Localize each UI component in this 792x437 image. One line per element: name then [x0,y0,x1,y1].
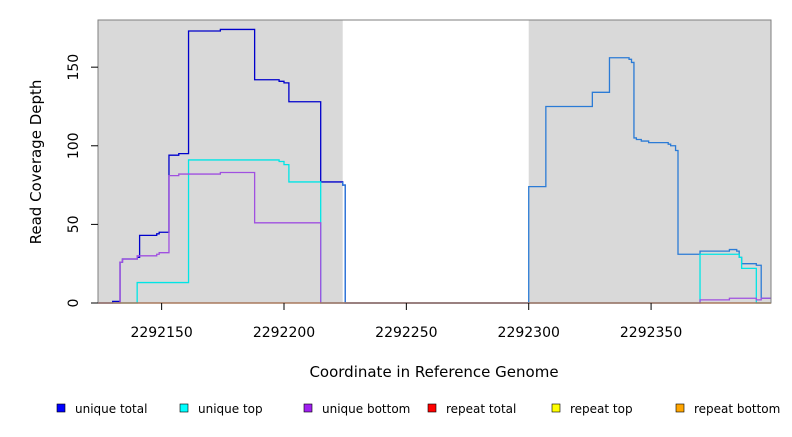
x-tick-label: 2292350 [620,325,682,341]
plot-frame [97,19,772,304]
legend-swatch-repeat-total [427,403,437,413]
legend-label-unique-bottom: unique bottom [322,402,410,416]
legend-swatch-unique-total [56,403,66,413]
legend-label-unique-top: unique top [198,402,263,416]
legend: unique total unique top unique bottom repea… [56,402,780,416]
legend-swatch-repeat-top [551,403,561,413]
series-line-unique-bottom [98,171,771,304]
y-tick-label: 0 [66,299,82,308]
y-tick-label: 100 [66,132,82,159]
x-axis-title: Coordinate in Reference Genome [309,363,558,381]
series-line-unique-top [98,159,771,304]
shaded-region-1 [98,20,343,303]
series-line-segment-2 [342,57,771,304]
x-tick-label: 2292150 [130,325,192,341]
legend-swatch-unique-bottom [303,403,313,413]
shaded-region-2 [528,20,771,303]
legend-label-repeat-bottom: repeat bottom [694,402,780,416]
y-tick-label: 150 [66,54,82,81]
legend-label-unique-total: unique total [75,402,147,416]
y-tick-label: 50 [66,215,82,233]
legend-swatch-repeat-bottom [675,403,685,413]
x-tick-label: 2292200 [253,325,315,341]
axes-layer: 2292150 2292200 2292250 2292300 2292350 0 50 10… [66,54,682,341]
x-tick-label: 2292250 [375,325,437,341]
legend-swatch-unique-top [179,403,189,413]
legend-label-repeat-total: repeat total [446,402,516,416]
y-axis-title: Read Coverage Depth [27,80,45,245]
x-tick-label: 2292300 [498,325,560,341]
shaded-regions [98,20,771,303]
legend-label-repeat-top: repeat top [570,402,633,416]
